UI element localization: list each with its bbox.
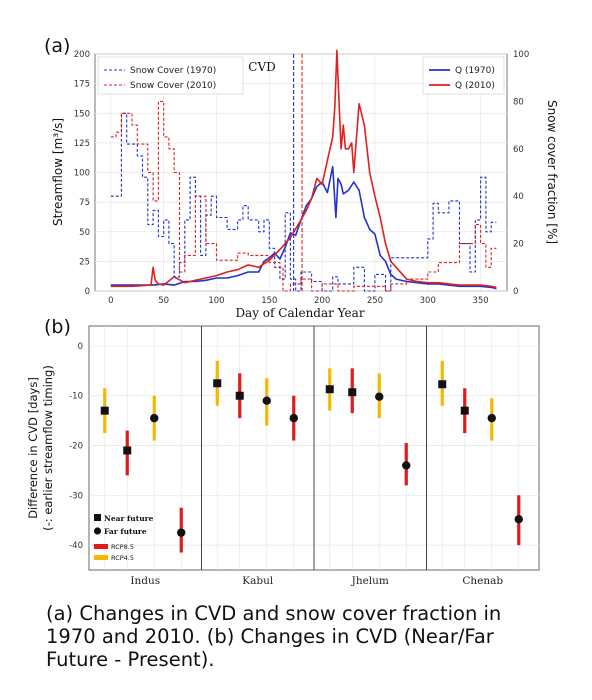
cvd-annotation: CVD xyxy=(248,60,275,74)
y-tick-label: 50 xyxy=(79,228,90,238)
y-tick-label: -10 xyxy=(69,392,83,402)
y-tick-label: 175 xyxy=(74,80,90,90)
near-future-point xyxy=(325,385,334,394)
panel-a-label: (a) xyxy=(44,35,70,57)
legend-label-far-future: Far future xyxy=(104,527,147,536)
y-tick-label: 25 xyxy=(79,257,90,267)
legend-label-rcp45: RCP4.5 xyxy=(111,554,134,562)
y-right-tick-label: 100 xyxy=(513,50,529,60)
x-tick-label: 300 xyxy=(420,296,436,306)
x-tick-label: 350 xyxy=(472,296,488,306)
y-right-tick-label: 80 xyxy=(513,97,524,107)
legend-streamflow: Q (1970) Q (2010) xyxy=(422,56,505,95)
y-tick-label: 200 xyxy=(74,50,90,60)
legend-swatch-rcp85 xyxy=(94,544,108,549)
far-future-point xyxy=(177,528,186,537)
far-future-point xyxy=(514,515,523,524)
x-tick-label: 50 xyxy=(158,296,169,306)
near-future-point xyxy=(100,406,109,415)
category-label-jhelum: Jhelum xyxy=(351,575,389,587)
legend-swatch-rcp45 xyxy=(94,555,108,560)
legend-marker-circle xyxy=(93,527,102,535)
y-tick-label: 75 xyxy=(79,198,90,208)
figure-caption: (a) Changes in CVD and snow cover fracti… xyxy=(46,602,566,671)
y-tick-label: -20 xyxy=(69,442,83,452)
y-right-tick-label: 0 xyxy=(513,287,518,297)
y-tick-label: 100 xyxy=(74,169,90,179)
far-future-point xyxy=(289,413,298,423)
near-future-point xyxy=(460,406,469,415)
y-tick-label: -40 xyxy=(69,541,83,551)
category-label-indus: Indus xyxy=(130,575,160,587)
y-axis-label-right: Snow cover fraction [%] xyxy=(545,100,559,244)
y-tick-label: 125 xyxy=(74,139,90,149)
near-future-point xyxy=(123,446,132,455)
caption-line: Future - Present). xyxy=(46,648,215,671)
panel-b-label: (b) xyxy=(44,316,71,338)
x-axis-label: Day of Calendar Year xyxy=(235,306,364,320)
series-snow-cover-2010 xyxy=(110,100,497,292)
y-right-tick-label: 20 xyxy=(513,240,524,250)
near-future-point xyxy=(348,388,357,397)
legend-snow-cover: Snow Cover (1970) Snow Cover (2010) xyxy=(97,56,244,95)
legend-label-near-future: Near future xyxy=(104,514,154,523)
legend-label-snow-2010: Snow Cover (2010) xyxy=(130,81,216,91)
legend-box-right xyxy=(422,56,505,95)
category-label-kabul: Kabul xyxy=(242,575,274,587)
x-tick-label: 0 xyxy=(108,296,113,306)
y-right-tick-label: 40 xyxy=(513,192,524,202)
legend-b: Near future Far future RCP8.5 RCP4.5 xyxy=(93,514,154,562)
caption-line: (a) Changes in CVD and snow cover fracti… xyxy=(46,602,502,625)
y-tick-label: 0 xyxy=(85,287,90,297)
y-right-tick-label: 60 xyxy=(513,145,524,155)
x-tick-label: 100 xyxy=(208,296,224,306)
y-axis-label-left: Streamflow [m³/s] xyxy=(51,118,65,226)
legend-label-rcp85: RCP8.5 xyxy=(111,543,134,551)
near-future-point xyxy=(438,380,447,389)
legend-label-q-1970: Q (1970) xyxy=(455,66,495,76)
far-future-point xyxy=(150,413,159,423)
far-future-point xyxy=(402,461,411,470)
series-q-2010 xyxy=(110,49,497,289)
cvd-difference-chart: 0 -10 -20 -30 -40 Indus Kabul Jhelum Chenab Diff… xyxy=(26,325,540,587)
y-tick-label: 150 xyxy=(74,109,90,119)
x-tick-label: 150 xyxy=(261,296,277,306)
y-axis-sublabel: (-: earlier streamflow timing) xyxy=(41,365,55,531)
legend-label-snow-1970: Snow Cover (1970) xyxy=(130,66,216,76)
series-snow-cover-1970 xyxy=(110,112,497,292)
near-future-point xyxy=(213,379,222,388)
x-tick-label: 250 xyxy=(367,296,383,306)
far-future-point xyxy=(375,392,384,401)
y-axis-label: Difference in CVD [days] xyxy=(26,377,40,519)
series-q-1970 xyxy=(110,165,497,290)
caption-line: 1970 and 2010. (b) Changes in CVD (Near/… xyxy=(46,625,494,648)
category-label-chenab: Chenab xyxy=(462,575,503,587)
y-tick-label: 0 xyxy=(78,342,83,352)
y-tick-label: -30 xyxy=(69,491,83,501)
x-tick-label: 200 xyxy=(314,296,330,306)
far-future-point xyxy=(262,396,271,405)
legend-marker-square xyxy=(94,514,101,521)
legend-box-left xyxy=(97,56,244,95)
far-future-point xyxy=(487,413,496,423)
near-future-point xyxy=(235,391,244,400)
legend-label-q-2010: Q (2010) xyxy=(455,81,495,91)
